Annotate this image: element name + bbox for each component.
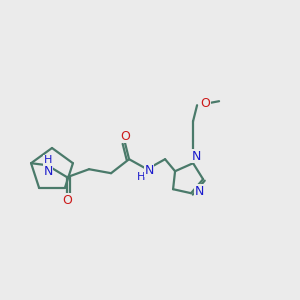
Text: N: N	[194, 185, 204, 198]
Text: O: O	[62, 194, 72, 207]
Text: N: N	[144, 164, 154, 177]
Text: N: N	[44, 165, 53, 178]
Text: H: H	[44, 155, 52, 165]
Text: H: H	[137, 172, 145, 182]
Text: N: N	[191, 150, 201, 163]
Text: O: O	[120, 130, 130, 143]
Text: O: O	[200, 97, 210, 110]
